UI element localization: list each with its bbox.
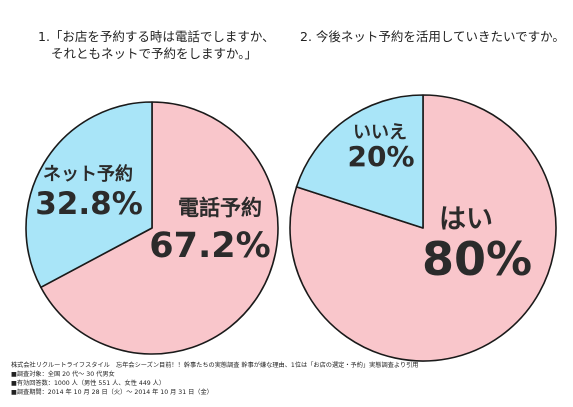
pie-1-slice-1-label: 電話予約 — [178, 196, 262, 220]
pie-2-slice-1-label: はい — [439, 204, 493, 235]
footnote-target: ■調査対象：全国 20 代〜 30 代男女 — [11, 371, 115, 378]
pie-1-slice-2-value: 32.8% — [35, 186, 143, 222]
footnote-period: ■調査期間：2014 年 10 月 28 日（火）〜 2014 年 10 月 3… — [11, 389, 213, 396]
question-1-title: 1.「お店を予約する時は電話でしますか、 それともネットで予約をしますか。」 — [38, 28, 275, 62]
question-2-title: 2. 今後ネット予約を活用していきたいですか。 — [300, 28, 565, 45]
footnote-respondents: ■有効回答数：1000 人（男性 551 人、女性 449 人） — [11, 380, 166, 387]
pie-2-slice-2-value: 20% — [347, 140, 414, 173]
pie-1-slice-1-value: 67.2% — [149, 226, 270, 266]
question-2-title-line: 2. 今後ネット予約を活用していきたいですか。 — [300, 29, 565, 44]
pie-1-slice-2-label: ネット予約 — [43, 163, 133, 185]
pie-2-slice-2 — [295, 94, 424, 229]
pie-2-slice-2-label: いいえ — [353, 122, 407, 143]
question-1-title-line-1: 1.「お店を予約する時は電話でしますか、 — [38, 29, 275, 44]
pie-1-slice-1 — [40, 101, 279, 355]
pie-2-slice-1-value: 80% — [422, 232, 532, 286]
source-footnote: 株式会社リクルートライフスタイル 忘年会シーズン目前！！幹事たちの実態調査 幹事… — [11, 361, 418, 397]
pie-1-slice-2 — [25, 101, 153, 289]
footnote-source: 株式会社リクルートライフスタイル 忘年会シーズン目前！！幹事たちの実態調査 幹事… — [11, 362, 419, 369]
question-1-title-line-2: それともネットで予約をしますか。」 — [51, 46, 258, 61]
